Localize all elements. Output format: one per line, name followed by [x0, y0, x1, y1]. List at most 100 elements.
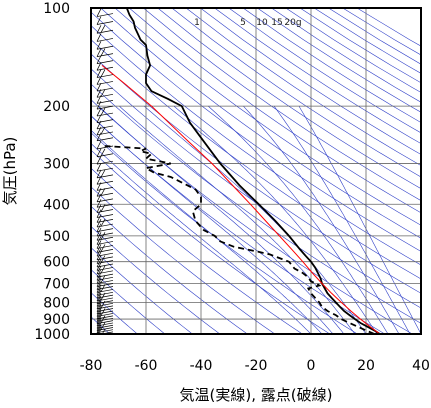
wind-barb: [96, 227, 114, 237]
dry-adiabat: [91, 269, 165, 334]
dry-adiabat-lines: [91, 8, 421, 334]
parcel-path-line: [101, 65, 381, 334]
mixing-ratio-label: 1: [194, 18, 200, 28]
dry-adiabat: [91, 83, 421, 324]
dry-adiabat: [91, 68, 421, 309]
dry-adiabat: [91, 167, 303, 334]
wind-barbs: [96, 8, 114, 334]
dry-adiabat: [91, 247, 193, 334]
dry-adiabat: [214, 8, 421, 144]
wind-barb: [96, 193, 114, 203]
wind-barb: [96, 62, 114, 71]
y-tick-label: 500: [43, 229, 70, 245]
wind-barb: [96, 156, 114, 165]
wind-barb: [96, 317, 114, 327]
x-tick-label: -40: [190, 358, 213, 374]
x-tick-labels: -80 -60 -40 -20 0 20 40: [80, 358, 430, 374]
dry-adiabat: [200, 8, 421, 155]
plot-area: [91, 8, 421, 334]
wind-barb: [96, 303, 114, 312]
grid-lines: [91, 8, 421, 334]
dry-adiabat: [185, 8, 421, 166]
wind-barb: [96, 76, 114, 85]
dry-adiabat: [342, 8, 421, 56]
wind-barb: [96, 315, 114, 324]
dry-adiabat: [129, 8, 421, 214]
wind-barb: [96, 295, 114, 304]
wind-barb: [96, 25, 114, 34]
plot-frame: [90, 7, 422, 335]
wind-barb: [96, 148, 114, 158]
wind-barb: [96, 214, 114, 223]
dry-adiabat: [242, 8, 421, 123]
wind-barb: [96, 209, 114, 218]
wind-barb: [96, 33, 114, 42]
dry-adiabat: [91, 25, 421, 266]
x-tick-label: 0: [307, 358, 316, 374]
dewpoint-line: [104, 145, 375, 334]
wind-barb: [96, 218, 114, 228]
wind-barb: [96, 82, 114, 92]
wind-barb: [96, 41, 114, 50]
wind-barb: [96, 55, 114, 64]
wind-barb: [96, 107, 114, 117]
wind-barb: [96, 308, 114, 317]
mixing-ratio-label: 5: [240, 18, 246, 28]
wind-barb: [96, 114, 114, 123]
wind-barb: [96, 199, 114, 208]
dry-adiabat: [91, 205, 248, 334]
mixing-ratio-label: 10: [256, 18, 268, 28]
dry-adiabat: [91, 149, 330, 334]
x-tick-label: -60: [135, 358, 158, 374]
dry-adiabat: [157, 8, 421, 189]
x-tick-label: 40: [412, 358, 430, 374]
wind-barb: [96, 322, 114, 331]
wind-barb: [96, 169, 114, 179]
wind-barb: [96, 310, 114, 320]
mixing-ratio-label: 15: [271, 18, 282, 28]
wind-barb: [96, 236, 114, 245]
dry-adiabat: [91, 11, 421, 252]
y-tick-label: 100: [43, 1, 70, 17]
wind-barb: [96, 298, 114, 307]
dry-adiabat: [171, 8, 421, 178]
dry-adiabat: [356, 8, 421, 47]
dry-adiabat: [91, 226, 220, 334]
temperature-line: [125, 8, 381, 334]
dry-adiabat: [114, 8, 421, 226]
wind-barb: [96, 223, 114, 232]
y-tick-label: 1000: [34, 327, 70, 343]
wind-barb: [96, 48, 114, 57]
x-axis-title: 気温(実線), 露点(破線): [180, 386, 333, 404]
y-tick-label: 400: [43, 197, 70, 213]
dry-adiabat: [91, 186, 275, 334]
moist-adiabat: [98, 105, 345, 334]
mixing-ratio-label: 20g: [284, 18, 301, 28]
dry-adiabat: [91, 39, 421, 280]
wind-barb: [96, 232, 114, 241]
x-tick-label: -20: [245, 358, 268, 374]
dry-adiabat: [100, 8, 421, 239]
dry-adiabat: [143, 8, 421, 201]
wind-barb: [96, 313, 114, 322]
wind-barb: [96, 163, 114, 172]
mixing-ratio-labels: 1 5 10 15 20g: [194, 18, 301, 28]
wind-barb: [96, 320, 114, 329]
y-tick-label: 800: [43, 295, 70, 311]
y-tick-label: 600: [43, 255, 70, 271]
y-tick-label: 900: [43, 312, 70, 328]
moist-adiabat: [91, 115, 334, 334]
x-tick-label: 20: [357, 358, 375, 374]
wind-barb: [96, 8, 114, 17]
wind-barb: [96, 324, 114, 334]
y-axis-title: 気圧(hPa): [1, 137, 19, 206]
wind-barb: [96, 69, 114, 78]
y-tick-label: 300: [43, 157, 70, 173]
y-tick-label: 200: [43, 99, 70, 115]
y-tick-label: 700: [43, 277, 70, 293]
dry-adiabat: [91, 132, 358, 334]
wind-barb: [96, 305, 114, 315]
profile-series: [101, 8, 381, 334]
wind-barb: [96, 16, 114, 25]
